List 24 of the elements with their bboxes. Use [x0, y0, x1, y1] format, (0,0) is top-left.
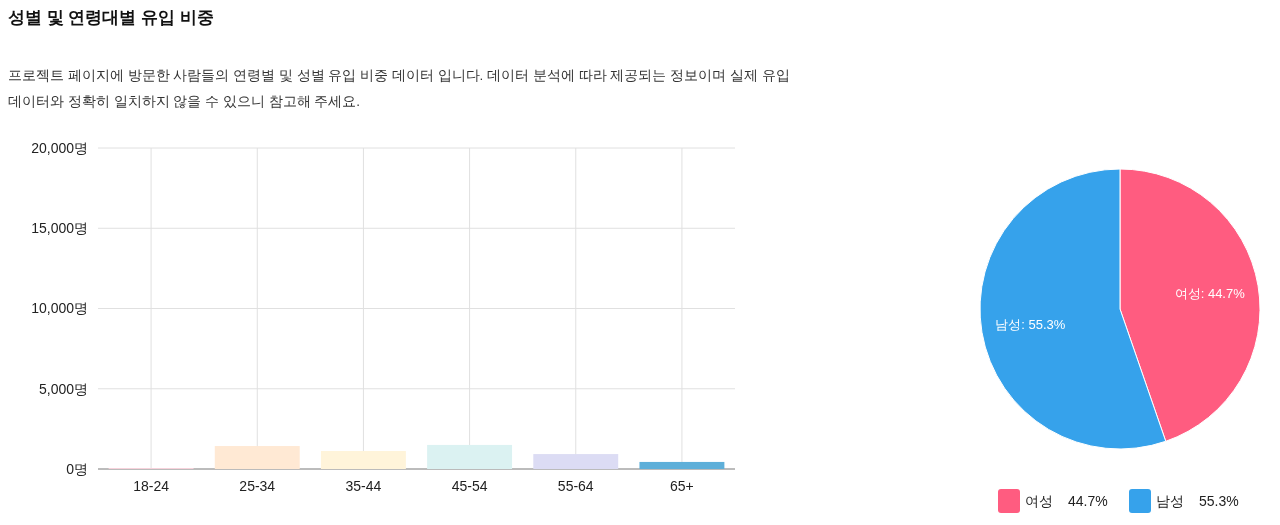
text: 여성: 44.7% [1174, 286, 1246, 302]
y-tick-label: 0명 [66, 460, 88, 477]
chart-title: 성별 및 연령대별 유입 비중 [8, 7, 214, 29]
x-tick-label: 55-64 [557, 478, 594, 494]
legend-label: 남성 [1156, 492, 1184, 509]
data-label: 44.7% [1068, 492, 1108, 509]
x-tick-label: 18-24 [133, 478, 170, 494]
y-tick-label: 5,000명 [38, 380, 88, 397]
y-tick-label: 10,000명 [31, 300, 88, 317]
bar [639, 461, 725, 469]
data-label: 55.3% [1199, 492, 1239, 509]
x-tick-label: 35-44 [345, 478, 382, 494]
text: 남성: 55.3% [995, 316, 1066, 332]
bar [214, 446, 300, 469]
y-tick-label: 15,000명 [31, 220, 88, 237]
bar [320, 451, 406, 469]
bar [533, 454, 619, 469]
bar [427, 444, 513, 469]
legend-label: 여성 [1025, 492, 1053, 509]
x-tick-label: 45-54 [451, 478, 488, 494]
x-tick-label: 65+ [670, 478, 694, 494]
y-tick-label: 20,000명 [31, 139, 88, 156]
chart-subtitle: 프로젝트 페이지에 방문한 사람들의 연령별 및 성별 유입 비중 데이터 입니다. 데이터 분석에 따라 제공되는 정보이며 실제 유입 데이터와 정확히 일치하지 않을 수 있으니 참고해 주세요. [8, 67, 791, 111]
x-tick-label: 25-34 [239, 478, 276, 494]
